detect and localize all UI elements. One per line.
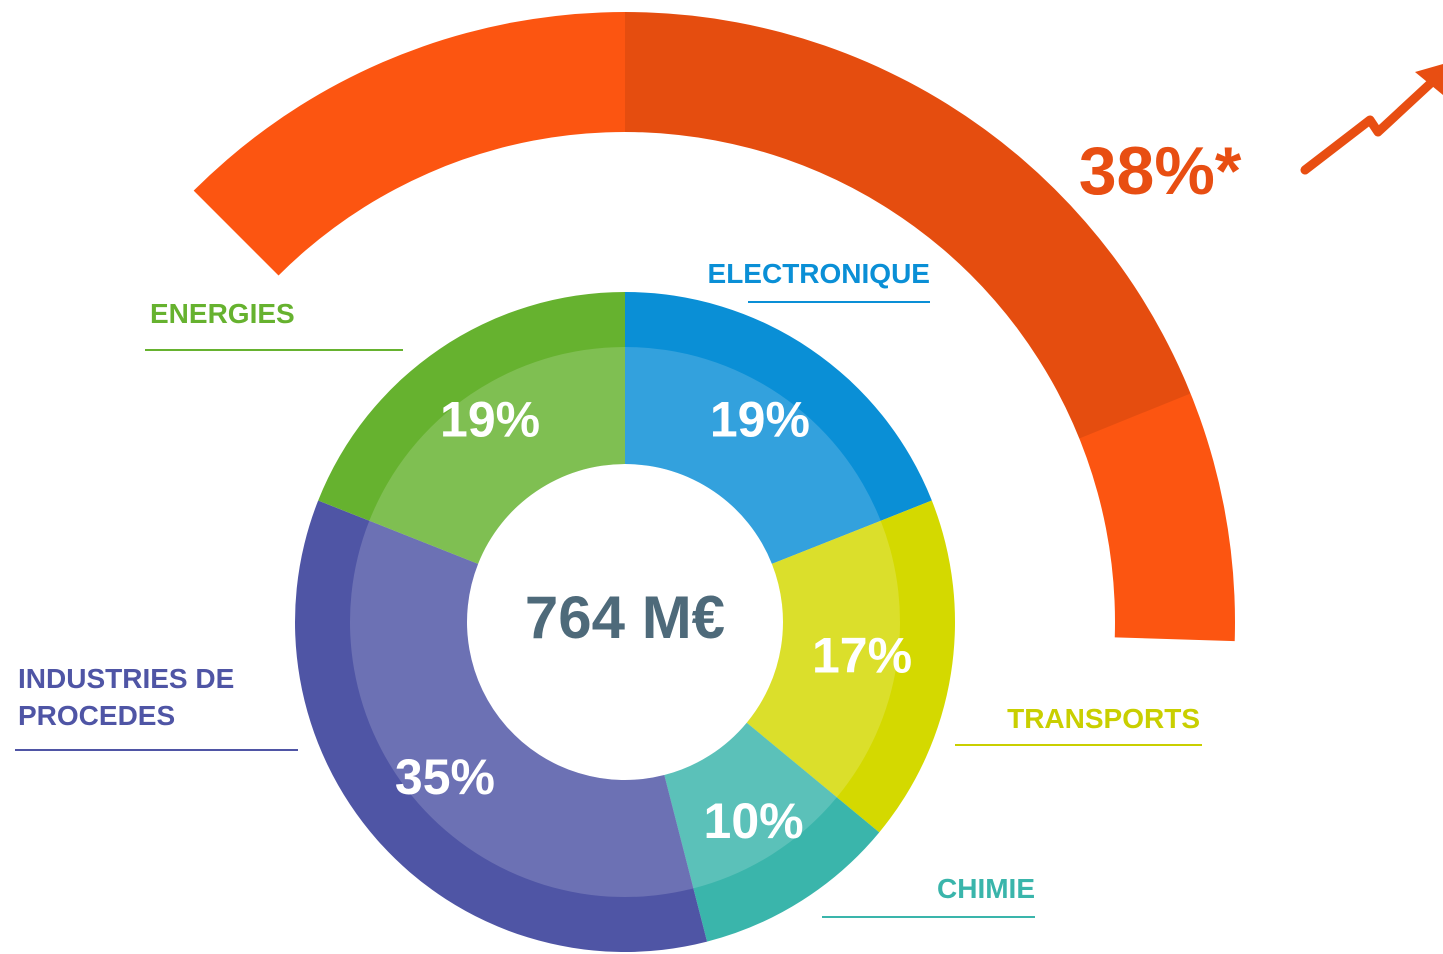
value-label: 10% [704, 793, 804, 849]
trend-arrow [1300, 77, 1437, 175]
growth-arc [193, 12, 1236, 642]
category-label: ELECTRONIQUE [707, 258, 930, 289]
category-label: ENERGIES [150, 298, 295, 329]
donut-segment-inner [664, 722, 837, 889]
donut-segment-inner [350, 520, 694, 897]
donut-segment [318, 291, 625, 564]
center-label: 764 M€ [525, 584, 725, 651]
category-label: INDUSTRIES DE PROCEDES [18, 663, 235, 731]
donut-segment [625, 292, 932, 564]
donut-segment-inner [625, 347, 881, 564]
growth-label: 38%* [1079, 133, 1242, 209]
donut-segment-inner [369, 347, 625, 564]
value-label: 19% [710, 392, 810, 448]
trend-arrow-head [1415, 64, 1443, 95]
category-label: TRANSPORTS [1007, 703, 1200, 734]
value-label: 35% [395, 749, 495, 805]
donut-segment-inner [746, 520, 900, 798]
value-label: 19% [440, 392, 540, 448]
category-label: CHIMIE [937, 873, 1035, 904]
value-label: 17% [812, 628, 912, 684]
donut-segment [664, 722, 880, 942]
donut-segment [295, 500, 708, 953]
growth-arc-shade [625, 12, 1191, 439]
donut-segment [746, 500, 955, 833]
